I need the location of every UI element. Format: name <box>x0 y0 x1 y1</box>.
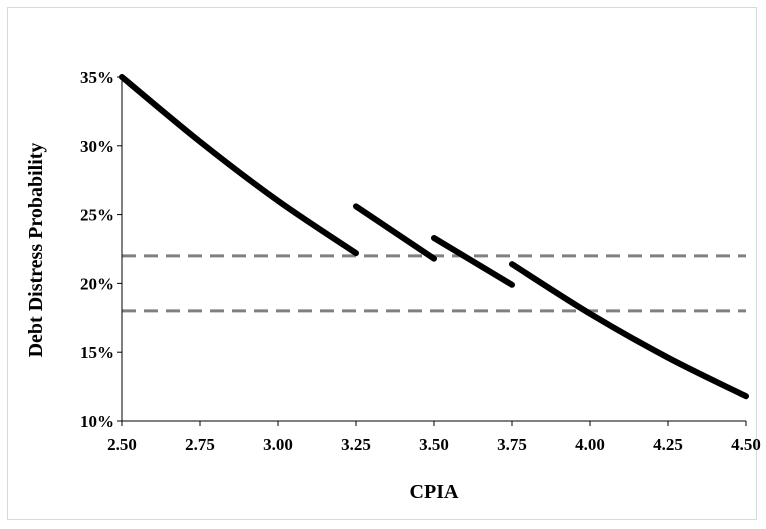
threshold-lines <box>122 254 746 313</box>
x-tick-label: 3.50 <box>419 435 449 454</box>
x-tick-label: 2.75 <box>185 435 215 454</box>
tick-labels: 10% 15% 20% 25% 30% 35% 2.50 2.75 3.00 3.25 3.50 3.… <box>80 68 761 454</box>
y-tick-label: 20% <box>80 274 114 293</box>
y-tick-label: 30% <box>80 137 114 156</box>
x-tick-label: 2.50 <box>107 435 137 454</box>
x-tick-label: 3.75 <box>497 435 527 454</box>
x-tick-label: 4.00 <box>575 435 605 454</box>
y-tick-label: 10% <box>80 412 114 431</box>
x-axis-title: CPIA <box>410 481 459 503</box>
series-segment <box>119 74 359 257</box>
y-tick-label: 15% <box>80 343 114 362</box>
axes <box>117 76 747 426</box>
x-tick-label: 4.50 <box>731 435 761 454</box>
data-series <box>119 74 749 400</box>
x-tick-label: 3.25 <box>341 435 371 454</box>
series-segment <box>431 234 515 288</box>
series-segment <box>509 261 749 400</box>
x-tick-label: 4.25 <box>653 435 683 454</box>
y-tick-label: 35% <box>80 68 114 87</box>
chart-frame <box>7 7 757 520</box>
x-tick-label: 3.00 <box>263 435 293 454</box>
y-tick-label: 25% <box>80 206 114 225</box>
y-axis-title: Debt Distress Probability <box>25 143 47 358</box>
series-segment <box>353 203 437 262</box>
